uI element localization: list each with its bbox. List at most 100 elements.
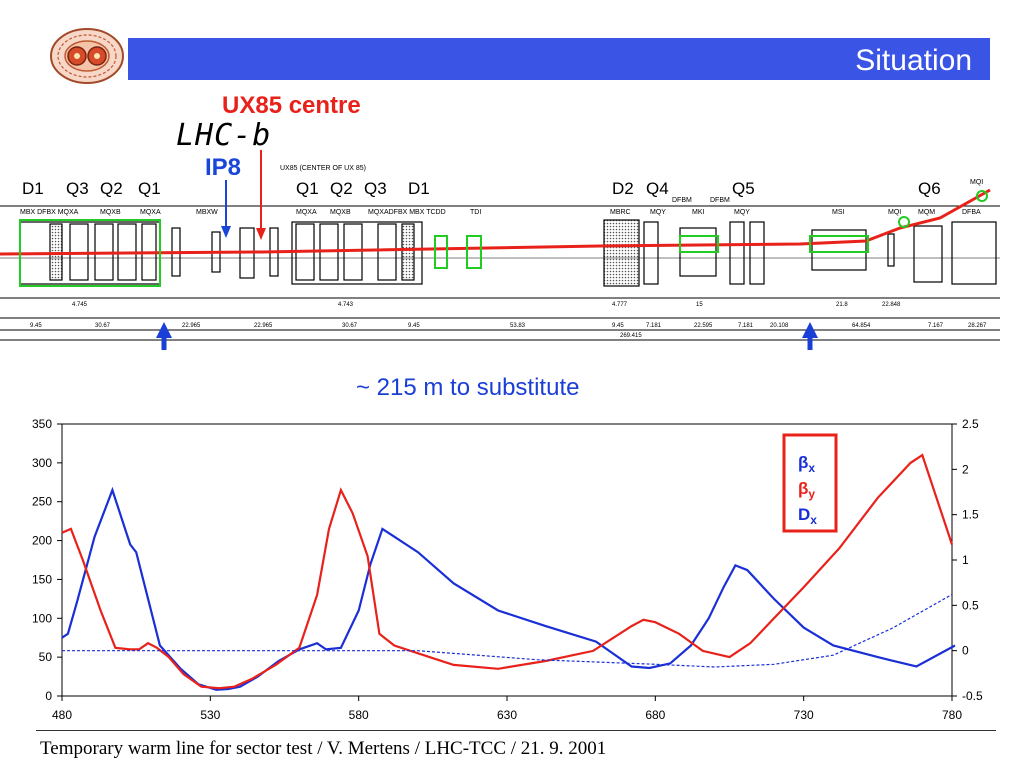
svg-text:MKI: MKI bbox=[692, 209, 705, 216]
svg-text:22.595: 22.595 bbox=[694, 323, 713, 329]
bracket-arrowhead-left bbox=[156, 322, 172, 338]
legend-box bbox=[782, 433, 838, 533]
svg-text:UX85 (CENTER OF UX 85): UX85 (CENTER OF UX 85) bbox=[280, 165, 366, 172]
lattice-dimensions: 9.45 30.67 22.965 22.965 30.67 9.45 53.8… bbox=[30, 302, 987, 339]
y2-tick-label: 1 bbox=[962, 553, 969, 567]
svg-text:21.8: 21.8 bbox=[836, 302, 848, 308]
legend: βx βy Dx bbox=[782, 433, 838, 533]
svg-text:MBRC: MBRC bbox=[610, 209, 631, 216]
svg-text:Q3: Q3 bbox=[364, 179, 387, 198]
svg-text:MQM: MQM bbox=[918, 209, 935, 216]
header-bar bbox=[128, 38, 990, 80]
svg-text:MQY: MQY bbox=[650, 209, 666, 216]
series-layer bbox=[61, 453, 956, 691]
y2-tick-label: 2.5 bbox=[962, 417, 979, 431]
svg-text:MQXADFBX MBX TCDD: MQXADFBX MBX TCDD bbox=[368, 209, 446, 216]
svg-text:7.181: 7.181 bbox=[738, 323, 754, 329]
svg-text:4.777: 4.777 bbox=[612, 302, 628, 308]
x-tick-label: 630 bbox=[497, 708, 517, 722]
lattice-small-labels: MBX DFBX MQXA MQXB MQXA MBXW MQXA MQXB M… bbox=[20, 165, 983, 216]
x-tick-label: 530 bbox=[200, 708, 220, 722]
ip8-label: IP8 bbox=[205, 154, 242, 181]
legend-entry: βx bbox=[798, 453, 815, 475]
svg-text:MQXA: MQXA bbox=[296, 209, 317, 216]
svg-text:Q5: Q5 bbox=[732, 179, 755, 198]
x-tick-label: 480 bbox=[52, 708, 72, 722]
y2-tick-label: 2 bbox=[962, 462, 969, 476]
legend-entry: Dx bbox=[798, 505, 817, 527]
svg-text:MBX DFBX MQXA: MBX DFBX MQXA bbox=[20, 209, 79, 216]
svg-text:DFBM: DFBM bbox=[672, 197, 692, 204]
svg-text:269.415: 269.415 bbox=[620, 333, 642, 339]
svg-text:D1: D1 bbox=[22, 179, 44, 198]
svg-text:MQI: MQI bbox=[888, 209, 901, 216]
y2-tick-label: 1.5 bbox=[962, 508, 979, 522]
svg-text:9.45: 9.45 bbox=[408, 323, 420, 329]
series-line-Dx bbox=[62, 593, 953, 668]
green-highlights bbox=[19, 190, 988, 287]
y-tick-label: 250 bbox=[32, 495, 52, 509]
y-tick-label: 350 bbox=[32, 417, 52, 431]
svg-text:9.45: 9.45 bbox=[612, 323, 624, 329]
svg-text:22.965: 22.965 bbox=[254, 323, 273, 329]
svg-text:30.67: 30.67 bbox=[95, 323, 111, 329]
svg-text:MSI: MSI bbox=[832, 209, 845, 216]
svg-text:Q2: Q2 bbox=[330, 179, 353, 198]
y-axis-left: 0 50 100 150 200 250 300 350 bbox=[32, 417, 62, 703]
y-tick-label: 0 bbox=[45, 689, 52, 703]
svg-text:9.45: 9.45 bbox=[30, 323, 42, 329]
x-tick-label: 730 bbox=[794, 708, 814, 722]
svg-text:15: 15 bbox=[696, 302, 703, 308]
y-tick-label: 100 bbox=[32, 611, 52, 625]
y-tick-label: 50 bbox=[39, 650, 53, 664]
series-line-βy bbox=[61, 453, 954, 690]
svg-text:MBXW: MBXW bbox=[196, 209, 218, 216]
legend-entry: βy bbox=[798, 479, 815, 501]
y2-tick-label: -0.5 bbox=[962, 689, 983, 703]
lhcb-label: LHC-b bbox=[176, 118, 272, 153]
slide-title: Situation bbox=[855, 44, 972, 77]
optics-chart: 480 530 580 630 680 730 780 0 50 100 150 200 250 300… bbox=[32, 417, 983, 722]
x-tick-label: 780 bbox=[942, 708, 962, 722]
y2-tick-label: 0.5 bbox=[962, 598, 979, 612]
lhc-logo bbox=[50, 28, 124, 84]
svg-text:D2: D2 bbox=[612, 179, 634, 198]
svg-text:TDI: TDI bbox=[470, 209, 481, 216]
svg-text:7.167: 7.167 bbox=[928, 323, 944, 329]
svg-text:4.745: 4.745 bbox=[72, 302, 88, 308]
y2-tick-label: 0 bbox=[962, 644, 969, 658]
svg-text:7.181: 7.181 bbox=[646, 323, 662, 329]
y-tick-label: 200 bbox=[32, 534, 52, 548]
y-tick-label: 300 bbox=[32, 456, 52, 470]
substitute-bracket bbox=[161, 336, 813, 350]
lattice-diagram: D1 Q3 Q2 Q1 Q1 Q2 Q3 D1 D2 Q4 Q5 Q6 MBX … bbox=[0, 150, 1000, 350]
svg-text:MQY: MQY bbox=[734, 209, 750, 216]
series-line-βx bbox=[61, 486, 956, 691]
svg-text:Q4: Q4 bbox=[646, 179, 669, 198]
svg-text:4.743: 4.743 bbox=[338, 302, 354, 308]
ip8-arrow bbox=[221, 180, 231, 238]
y-axis-right: -0.5 0 0.5 1 1.5 2 2.5 bbox=[952, 417, 983, 703]
svg-text:DFBA: DFBA bbox=[962, 209, 981, 216]
x-tick-label: 580 bbox=[349, 708, 369, 722]
svg-text:MQXA: MQXA bbox=[140, 209, 161, 216]
lattice-top-labels: D1 Q3 Q2 Q1 Q1 Q2 Q3 D1 D2 Q4 Q5 Q6 bbox=[22, 179, 941, 198]
svg-text:30.67: 30.67 bbox=[342, 323, 358, 329]
svg-text:Q2: Q2 bbox=[100, 179, 123, 198]
y-tick-label: 150 bbox=[32, 572, 52, 586]
svg-text:MQXB: MQXB bbox=[100, 209, 121, 216]
footer-divider bbox=[36, 730, 996, 731]
x-axis: 480 530 580 630 680 730 780 bbox=[52, 696, 962, 722]
svg-text:64.854: 64.854 bbox=[852, 323, 871, 329]
svg-text:Q1: Q1 bbox=[296, 179, 319, 198]
ux85-arrow bbox=[256, 150, 266, 240]
svg-text:MQI: MQI bbox=[970, 179, 983, 186]
svg-text:22.965: 22.965 bbox=[182, 323, 201, 329]
svg-text:20.108: 20.108 bbox=[770, 323, 789, 329]
ux85-label: UX85 centre bbox=[222, 92, 361, 119]
bracket-arrowhead-right bbox=[802, 322, 818, 338]
footer-text: Temporary warm line for sector test / V.… bbox=[40, 738, 607, 759]
svg-text:22.848: 22.848 bbox=[882, 302, 901, 308]
svg-text:53.83: 53.83 bbox=[510, 323, 526, 329]
svg-text:Q6: Q6 bbox=[918, 179, 941, 198]
